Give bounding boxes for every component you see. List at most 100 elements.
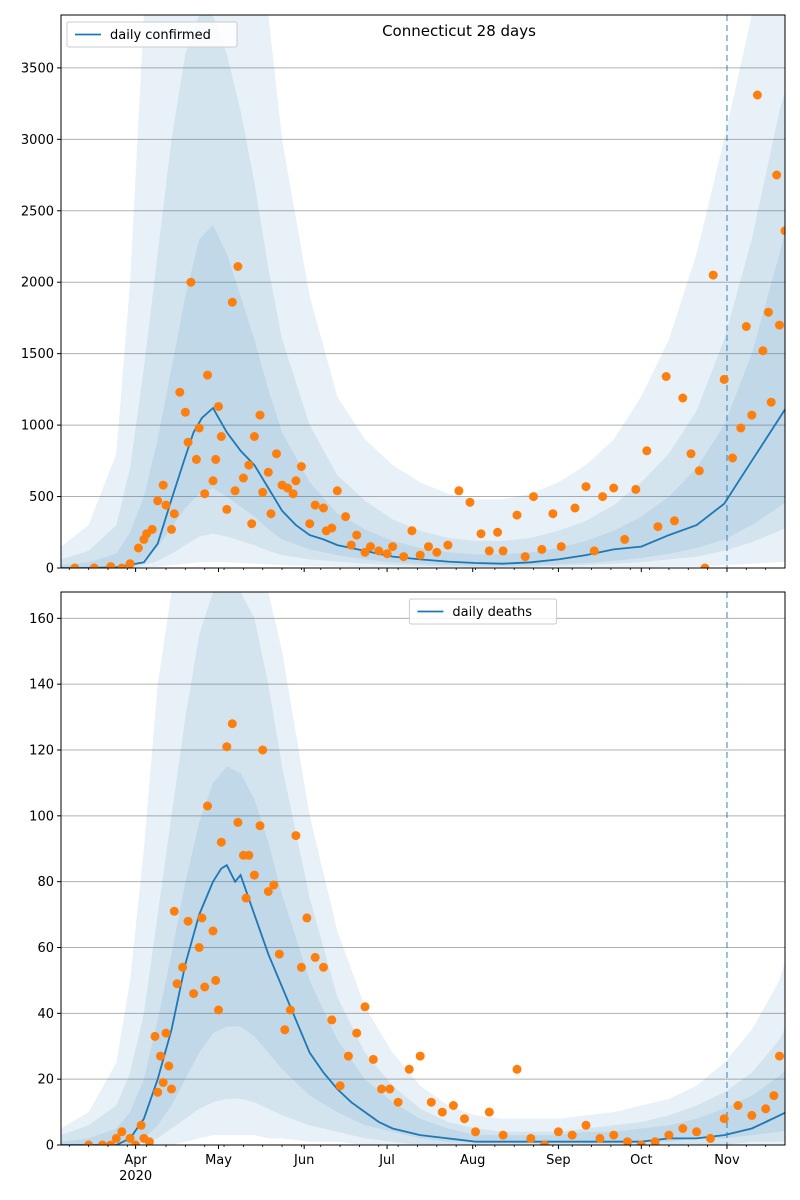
data-point (678, 1124, 688, 1133)
data-point (694, 466, 704, 476)
data-point (404, 1064, 414, 1074)
data-point (296, 462, 306, 471)
data-point (172, 979, 182, 989)
data-point (133, 543, 143, 553)
legend-label: daily deaths (452, 605, 532, 620)
data-point (327, 523, 337, 533)
data-point (305, 519, 315, 529)
data-point (153, 1087, 163, 1097)
data-point (747, 410, 757, 420)
data-point (719, 1114, 729, 1124)
data-point (476, 529, 486, 539)
data-point (471, 1127, 480, 1137)
data-point (183, 916, 193, 926)
data-point (158, 480, 168, 490)
data-point (705, 1133, 715, 1143)
data-point (249, 870, 259, 880)
data-point (775, 320, 784, 330)
data-point (161, 1028, 171, 1038)
data-point (203, 370, 212, 380)
data-point (249, 432, 259, 441)
data-point (792, 265, 800, 274)
data-point (84, 1140, 94, 1145)
data-point (310, 500, 320, 510)
data-point (214, 1005, 223, 1015)
data-point (484, 546, 494, 556)
data-point (553, 1127, 563, 1137)
data-point (327, 1015, 337, 1025)
data-point (285, 1005, 295, 1015)
data-point (288, 489, 298, 499)
data-point (620, 534, 630, 544)
data-point (493, 527, 503, 537)
data-point (332, 486, 342, 496)
data-point (772, 170, 782, 180)
data-point (189, 989, 199, 999)
legend-label: daily confirmed (110, 28, 211, 43)
data-point (319, 962, 328, 972)
data-point (377, 1084, 386, 1094)
y-tick-label: 140 (29, 678, 54, 693)
data-point (415, 1051, 425, 1061)
data-point (448, 1101, 458, 1110)
data-point (70, 563, 80, 568)
data-point (266, 509, 276, 519)
data-point (144, 1137, 154, 1145)
axes-frame (60, 14, 786, 569)
data-point (156, 1051, 165, 1061)
y-tick-label: 1000 (21, 419, 54, 434)
data-point (736, 423, 746, 433)
x-tick-label: Jul (378, 1153, 395, 1168)
legend-box (66, 21, 238, 48)
data-point (208, 476, 218, 486)
data-point (269, 880, 279, 890)
data-point (164, 1061, 174, 1071)
data-point (623, 1137, 632, 1145)
data-point (775, 1051, 784, 1061)
data-point (161, 500, 171, 510)
data-point (733, 1101, 743, 1110)
data-point (180, 407, 190, 417)
data-point (382, 549, 392, 559)
y-tick-label: 160 (29, 612, 54, 627)
data-point (598, 492, 608, 502)
data-point (169, 509, 179, 519)
top-chart-panel: 0 500 1000 1500 2000 2500 3000 3500 Connecticut … (21, 14, 800, 577)
data-point (233, 817, 243, 827)
y-tick-label: 100 (29, 809, 54, 824)
data-point (686, 449, 696, 459)
data-point (106, 1140, 116, 1145)
data-point (567, 1130, 577, 1140)
data-point (227, 719, 237, 729)
data-point (167, 1084, 176, 1094)
data-point (319, 503, 328, 513)
data-point (111, 1133, 121, 1143)
data-point (222, 504, 232, 514)
data-point (343, 1051, 353, 1061)
data-point (117, 1127, 127, 1137)
data-point (581, 1120, 591, 1130)
data-point (609, 1130, 619, 1140)
data-point (769, 1091, 779, 1101)
y-tick-label: 2000 (21, 276, 54, 291)
data-point (291, 831, 301, 841)
data-point (346, 540, 356, 550)
y-tick-label: 120 (29, 744, 54, 759)
data-point (529, 492, 538, 502)
data-point (89, 563, 99, 568)
data-point (203, 801, 212, 811)
data-point (197, 913, 207, 923)
data-point (407, 526, 417, 536)
x-tick-label: Sep (546, 1153, 571, 1168)
confidence-band-outer (61, 592, 785, 1145)
data-point (360, 1002, 370, 1012)
data-point (244, 850, 254, 860)
data-point (368, 1054, 378, 1064)
data-point (200, 489, 210, 499)
axes-frame (60, 591, 786, 1146)
data-point (274, 949, 284, 959)
data-point (581, 482, 591, 492)
data-point (537, 544, 547, 554)
data-point (169, 906, 179, 916)
